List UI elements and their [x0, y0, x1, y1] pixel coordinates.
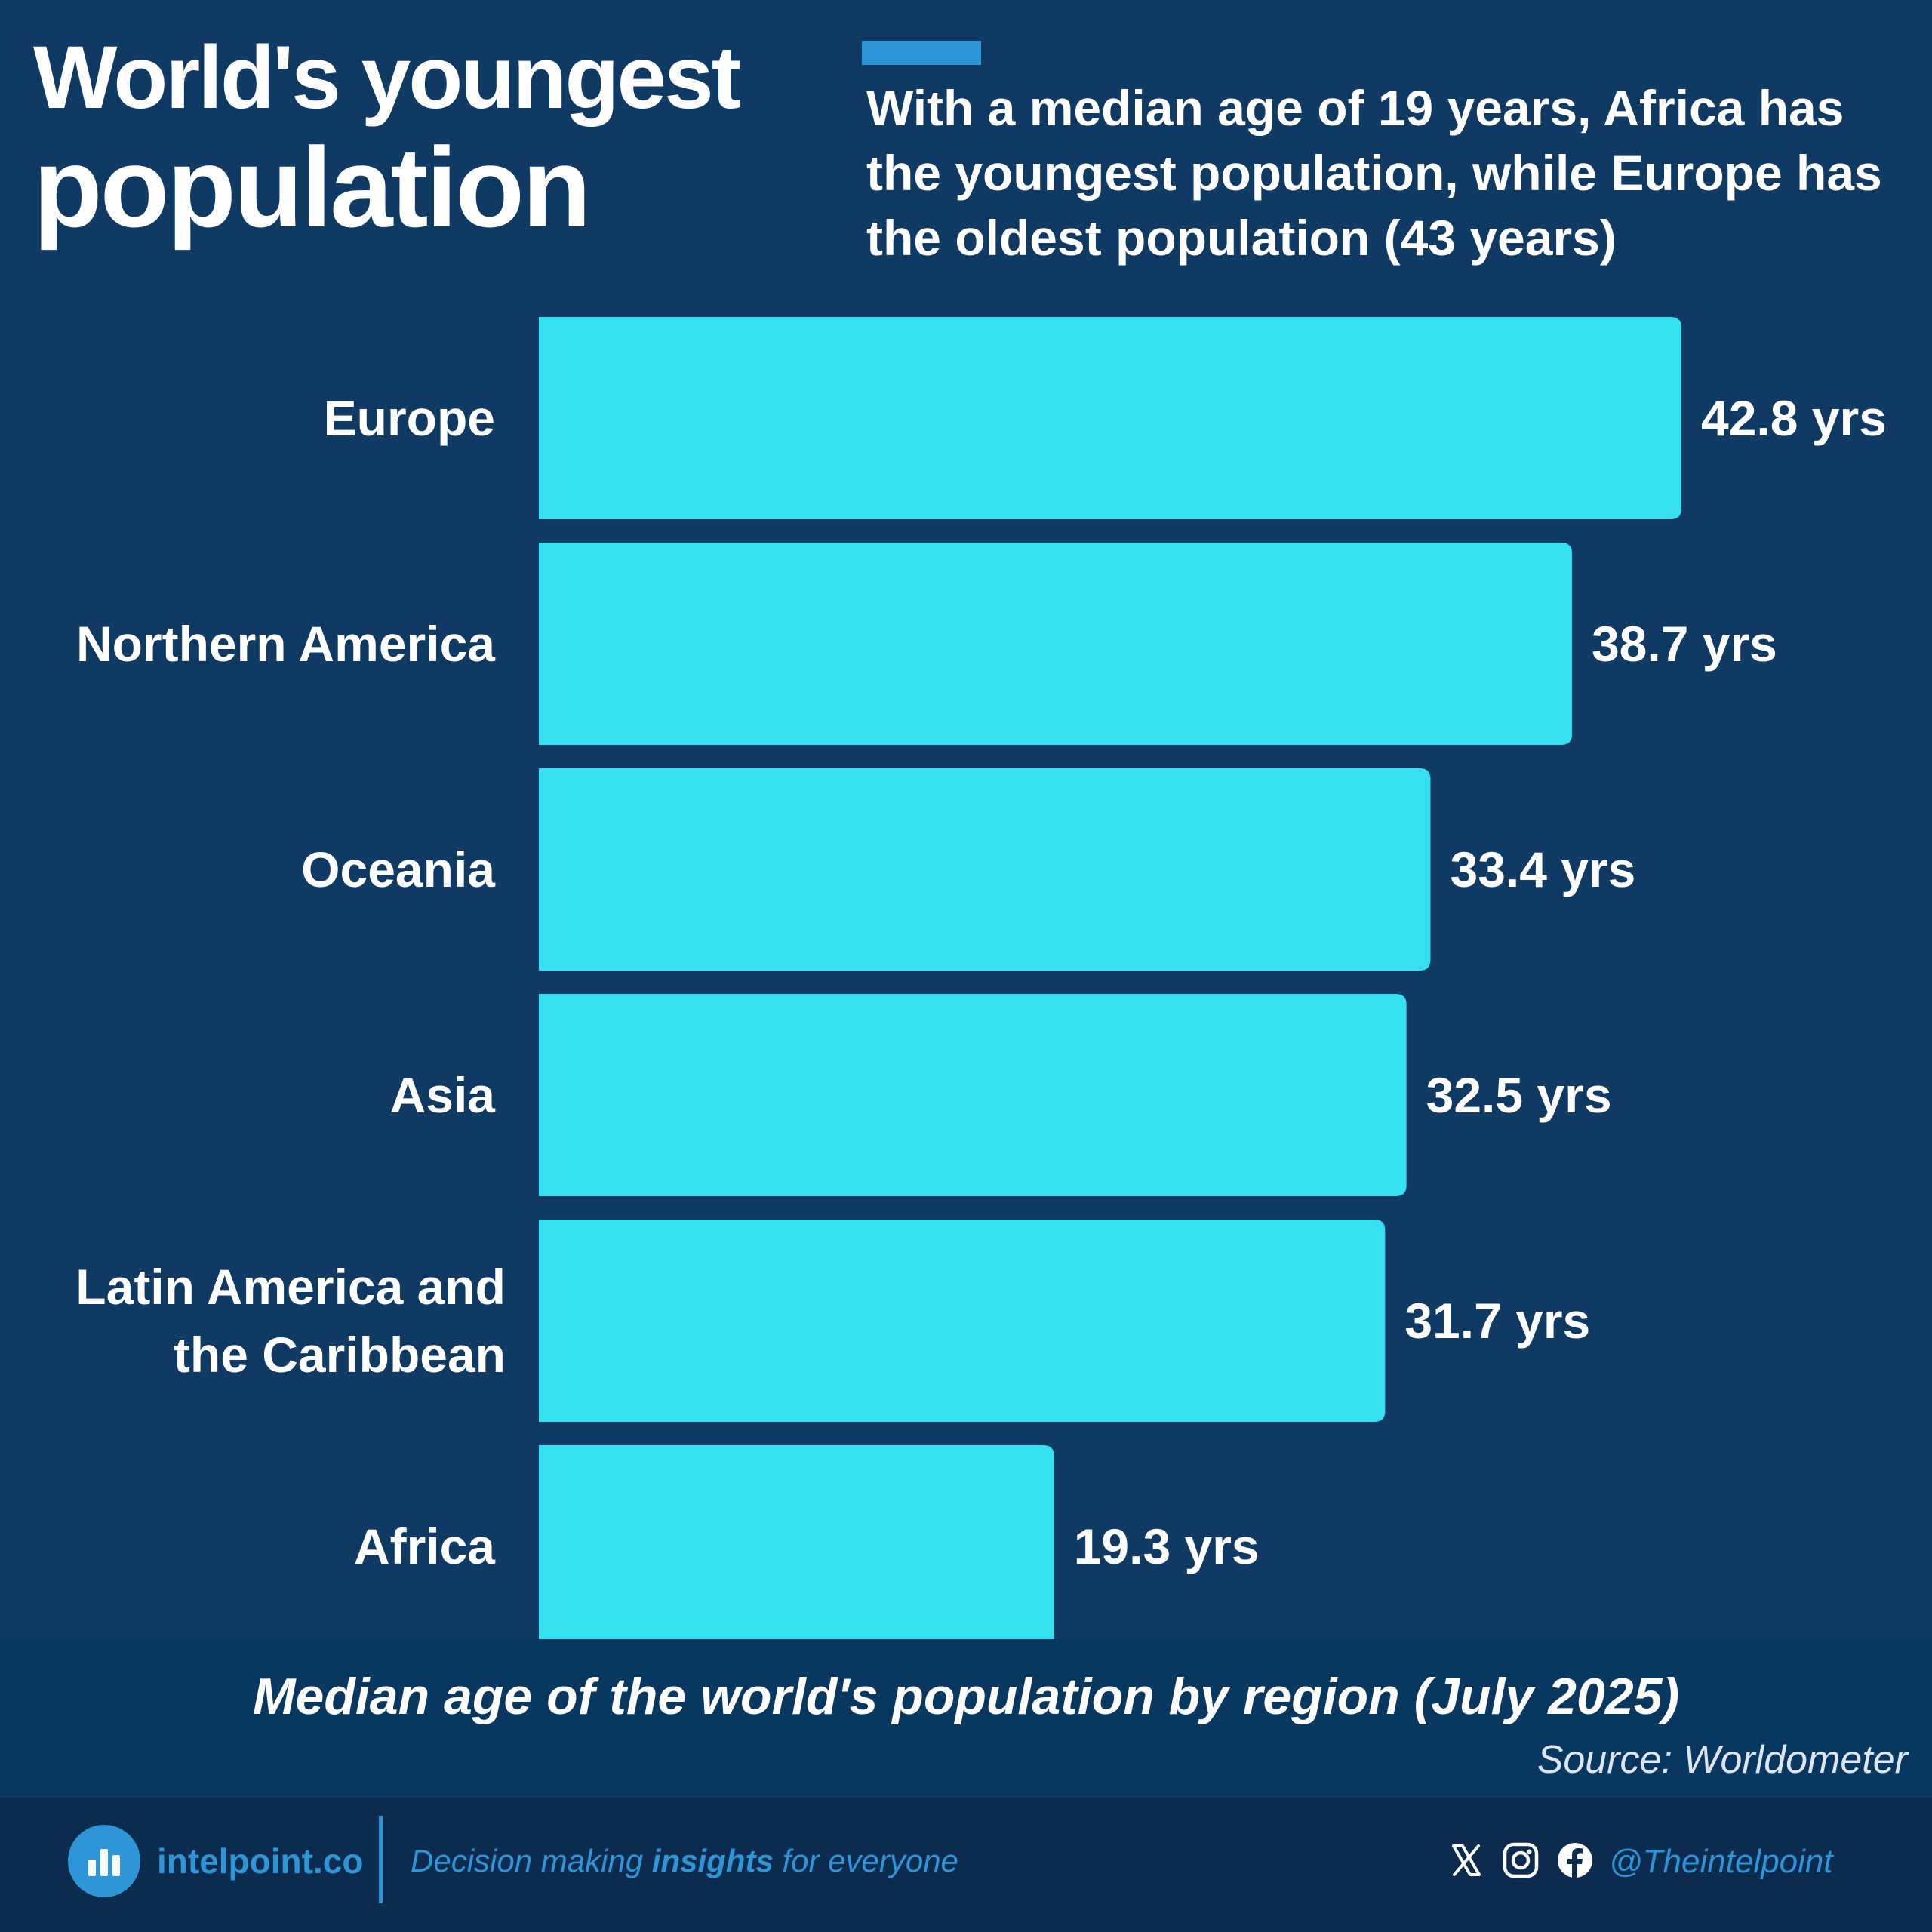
subtitle: With a median age of 19 years, Africa ha… — [866, 80, 1882, 266]
value-label: 42.8 yrs — [1701, 390, 1887, 446]
tagline-end: for everyone — [773, 1843, 958, 1878]
logo-icon[interactable] — [68, 1825, 140, 1897]
source-note: Source: Worldometer — [1537, 1738, 1908, 1782]
category-label: Latin America and — [75, 1259, 506, 1315]
category-label: Oceania — [301, 841, 496, 897]
social-handle[interactable]: @Theintelpoint — [1609, 1843, 1833, 1880]
value-label: 33.4 yrs — [1450, 841, 1635, 897]
x-icon[interactable] — [1447, 1841, 1485, 1879]
value-label: 38.7 yrs — [1592, 616, 1777, 672]
tagline: Decision making insights for everyone — [411, 1841, 958, 1881]
category-label: Europe — [324, 390, 495, 446]
brand-link[interactable]: intelpoint.co — [157, 1841, 364, 1881]
footer: intelpoint.co Decision making insights f… — [0, 1798, 1932, 1932]
page-title: World's youngest population — [33, 28, 741, 251]
category-label: the Caribbean — [174, 1327, 506, 1383]
bar-asia — [539, 994, 1407, 1196]
caption-band — [0, 1639, 1932, 1796]
title-line-1: World's youngest — [33, 28, 741, 128]
bar-northern-america — [539, 543, 1572, 745]
facebook-icon[interactable] — [1556, 1841, 1594, 1879]
value-label: 31.7 yrs — [1404, 1293, 1590, 1349]
category-label: Northern America — [76, 616, 496, 672]
accent-bar — [862, 41, 981, 65]
value-label: 19.3 yrs — [1074, 1518, 1260, 1574]
bar-africa — [539, 1445, 1054, 1639]
tagline-bold: insights — [651, 1843, 774, 1878]
category-label: Africa — [354, 1518, 496, 1574]
instagram-icon[interactable] — [1502, 1841, 1540, 1879]
tagline-start: Decision making — [411, 1843, 652, 1878]
title-line-2: population — [33, 124, 591, 251]
value-label: 32.5 yrs — [1426, 1067, 1612, 1123]
bar-latin-america-and-the-caribbean — [539, 1220, 1386, 1422]
chart-caption: Median age of the world's population by … — [252, 1668, 1680, 1725]
bar-chart: 42.8 yrs Europe 38.7 yrs Northern America 33… — [75, 317, 1887, 1639]
category-label: Asia — [390, 1067, 497, 1123]
footer-divider — [379, 1816, 383, 1903]
bar-europe — [539, 317, 1681, 519]
bar-oceania — [539, 768, 1431, 971]
